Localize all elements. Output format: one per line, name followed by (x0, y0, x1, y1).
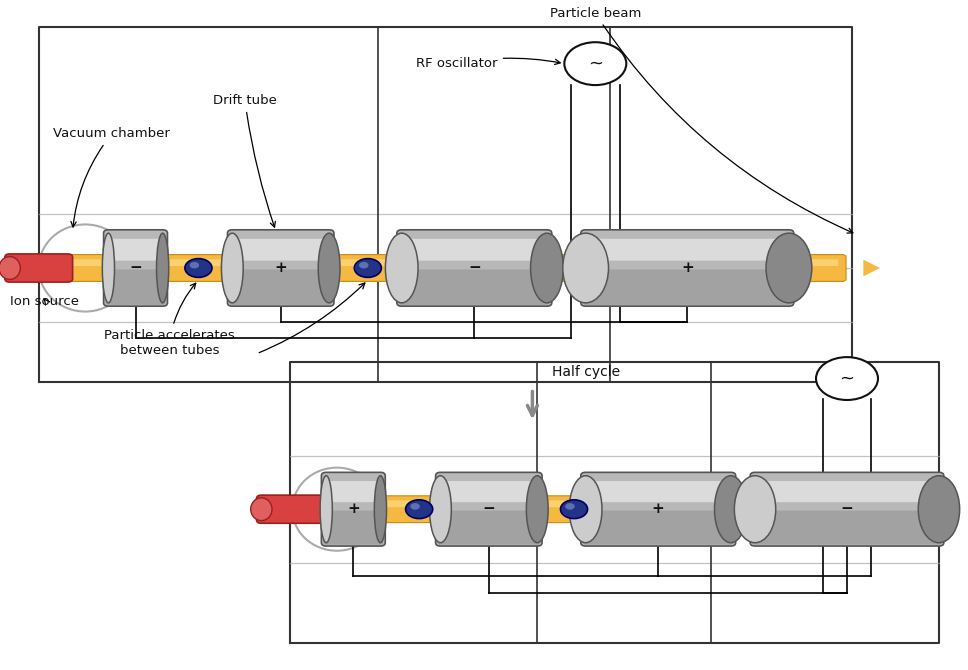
FancyBboxPatch shape (227, 230, 334, 306)
FancyBboxPatch shape (321, 472, 385, 546)
Circle shape (190, 262, 199, 269)
FancyBboxPatch shape (327, 481, 379, 502)
Circle shape (359, 262, 369, 269)
FancyBboxPatch shape (229, 269, 332, 305)
Circle shape (816, 357, 878, 400)
FancyBboxPatch shape (438, 511, 540, 545)
FancyBboxPatch shape (750, 472, 944, 546)
Text: −: − (468, 261, 481, 275)
FancyBboxPatch shape (443, 481, 534, 502)
Circle shape (410, 503, 420, 510)
FancyBboxPatch shape (590, 481, 726, 502)
FancyBboxPatch shape (323, 511, 383, 545)
Text: −: − (840, 502, 854, 516)
Ellipse shape (735, 476, 775, 543)
FancyBboxPatch shape (407, 239, 542, 261)
FancyBboxPatch shape (287, 496, 938, 523)
Ellipse shape (157, 233, 168, 303)
Ellipse shape (375, 476, 386, 543)
Ellipse shape (0, 257, 20, 279)
FancyBboxPatch shape (235, 239, 326, 261)
Text: Vacuum chamber: Vacuum chamber (53, 127, 170, 227)
Text: Particle beam: Particle beam (550, 7, 853, 233)
FancyBboxPatch shape (294, 500, 930, 507)
FancyBboxPatch shape (583, 269, 792, 305)
Ellipse shape (714, 476, 747, 543)
Ellipse shape (320, 476, 332, 543)
FancyBboxPatch shape (104, 230, 167, 306)
Circle shape (565, 503, 575, 510)
Ellipse shape (562, 233, 609, 303)
Text: RF oscillator: RF oscillator (416, 57, 560, 70)
Text: −: − (482, 502, 496, 516)
FancyBboxPatch shape (35, 255, 846, 281)
Ellipse shape (430, 476, 451, 543)
Text: Particle accelerates
between tubes: Particle accelerates between tubes (104, 283, 235, 356)
Circle shape (406, 500, 433, 519)
FancyBboxPatch shape (257, 495, 324, 523)
Circle shape (564, 42, 626, 85)
FancyBboxPatch shape (436, 472, 542, 546)
Ellipse shape (527, 476, 548, 543)
Text: +: + (347, 502, 360, 516)
Text: Drift tube: Drift tube (213, 94, 277, 227)
Ellipse shape (222, 233, 243, 303)
Circle shape (560, 500, 588, 519)
Text: Ion source: Ion source (10, 295, 78, 308)
FancyBboxPatch shape (106, 269, 166, 305)
FancyBboxPatch shape (752, 511, 942, 545)
FancyBboxPatch shape (593, 239, 780, 261)
Circle shape (354, 259, 381, 277)
FancyBboxPatch shape (583, 511, 734, 545)
Ellipse shape (318, 233, 340, 303)
Text: −: − (129, 261, 142, 275)
Text: ~: ~ (839, 370, 855, 387)
Text: ~: ~ (588, 55, 603, 72)
FancyBboxPatch shape (5, 254, 73, 282)
FancyBboxPatch shape (763, 481, 931, 502)
FancyBboxPatch shape (399, 269, 550, 305)
FancyBboxPatch shape (581, 472, 736, 546)
Ellipse shape (385, 233, 418, 303)
Ellipse shape (103, 233, 114, 303)
Ellipse shape (919, 476, 959, 543)
FancyBboxPatch shape (397, 230, 552, 306)
Ellipse shape (251, 498, 272, 521)
Text: +: + (274, 261, 287, 275)
Ellipse shape (569, 476, 602, 543)
Ellipse shape (530, 233, 563, 303)
Text: +: + (651, 502, 665, 516)
FancyBboxPatch shape (109, 239, 162, 261)
Text: Half cycle: Half cycle (552, 364, 620, 379)
FancyBboxPatch shape (43, 259, 838, 266)
Circle shape (185, 259, 212, 277)
Ellipse shape (766, 233, 812, 303)
FancyBboxPatch shape (581, 230, 794, 306)
Text: +: + (681, 261, 694, 275)
